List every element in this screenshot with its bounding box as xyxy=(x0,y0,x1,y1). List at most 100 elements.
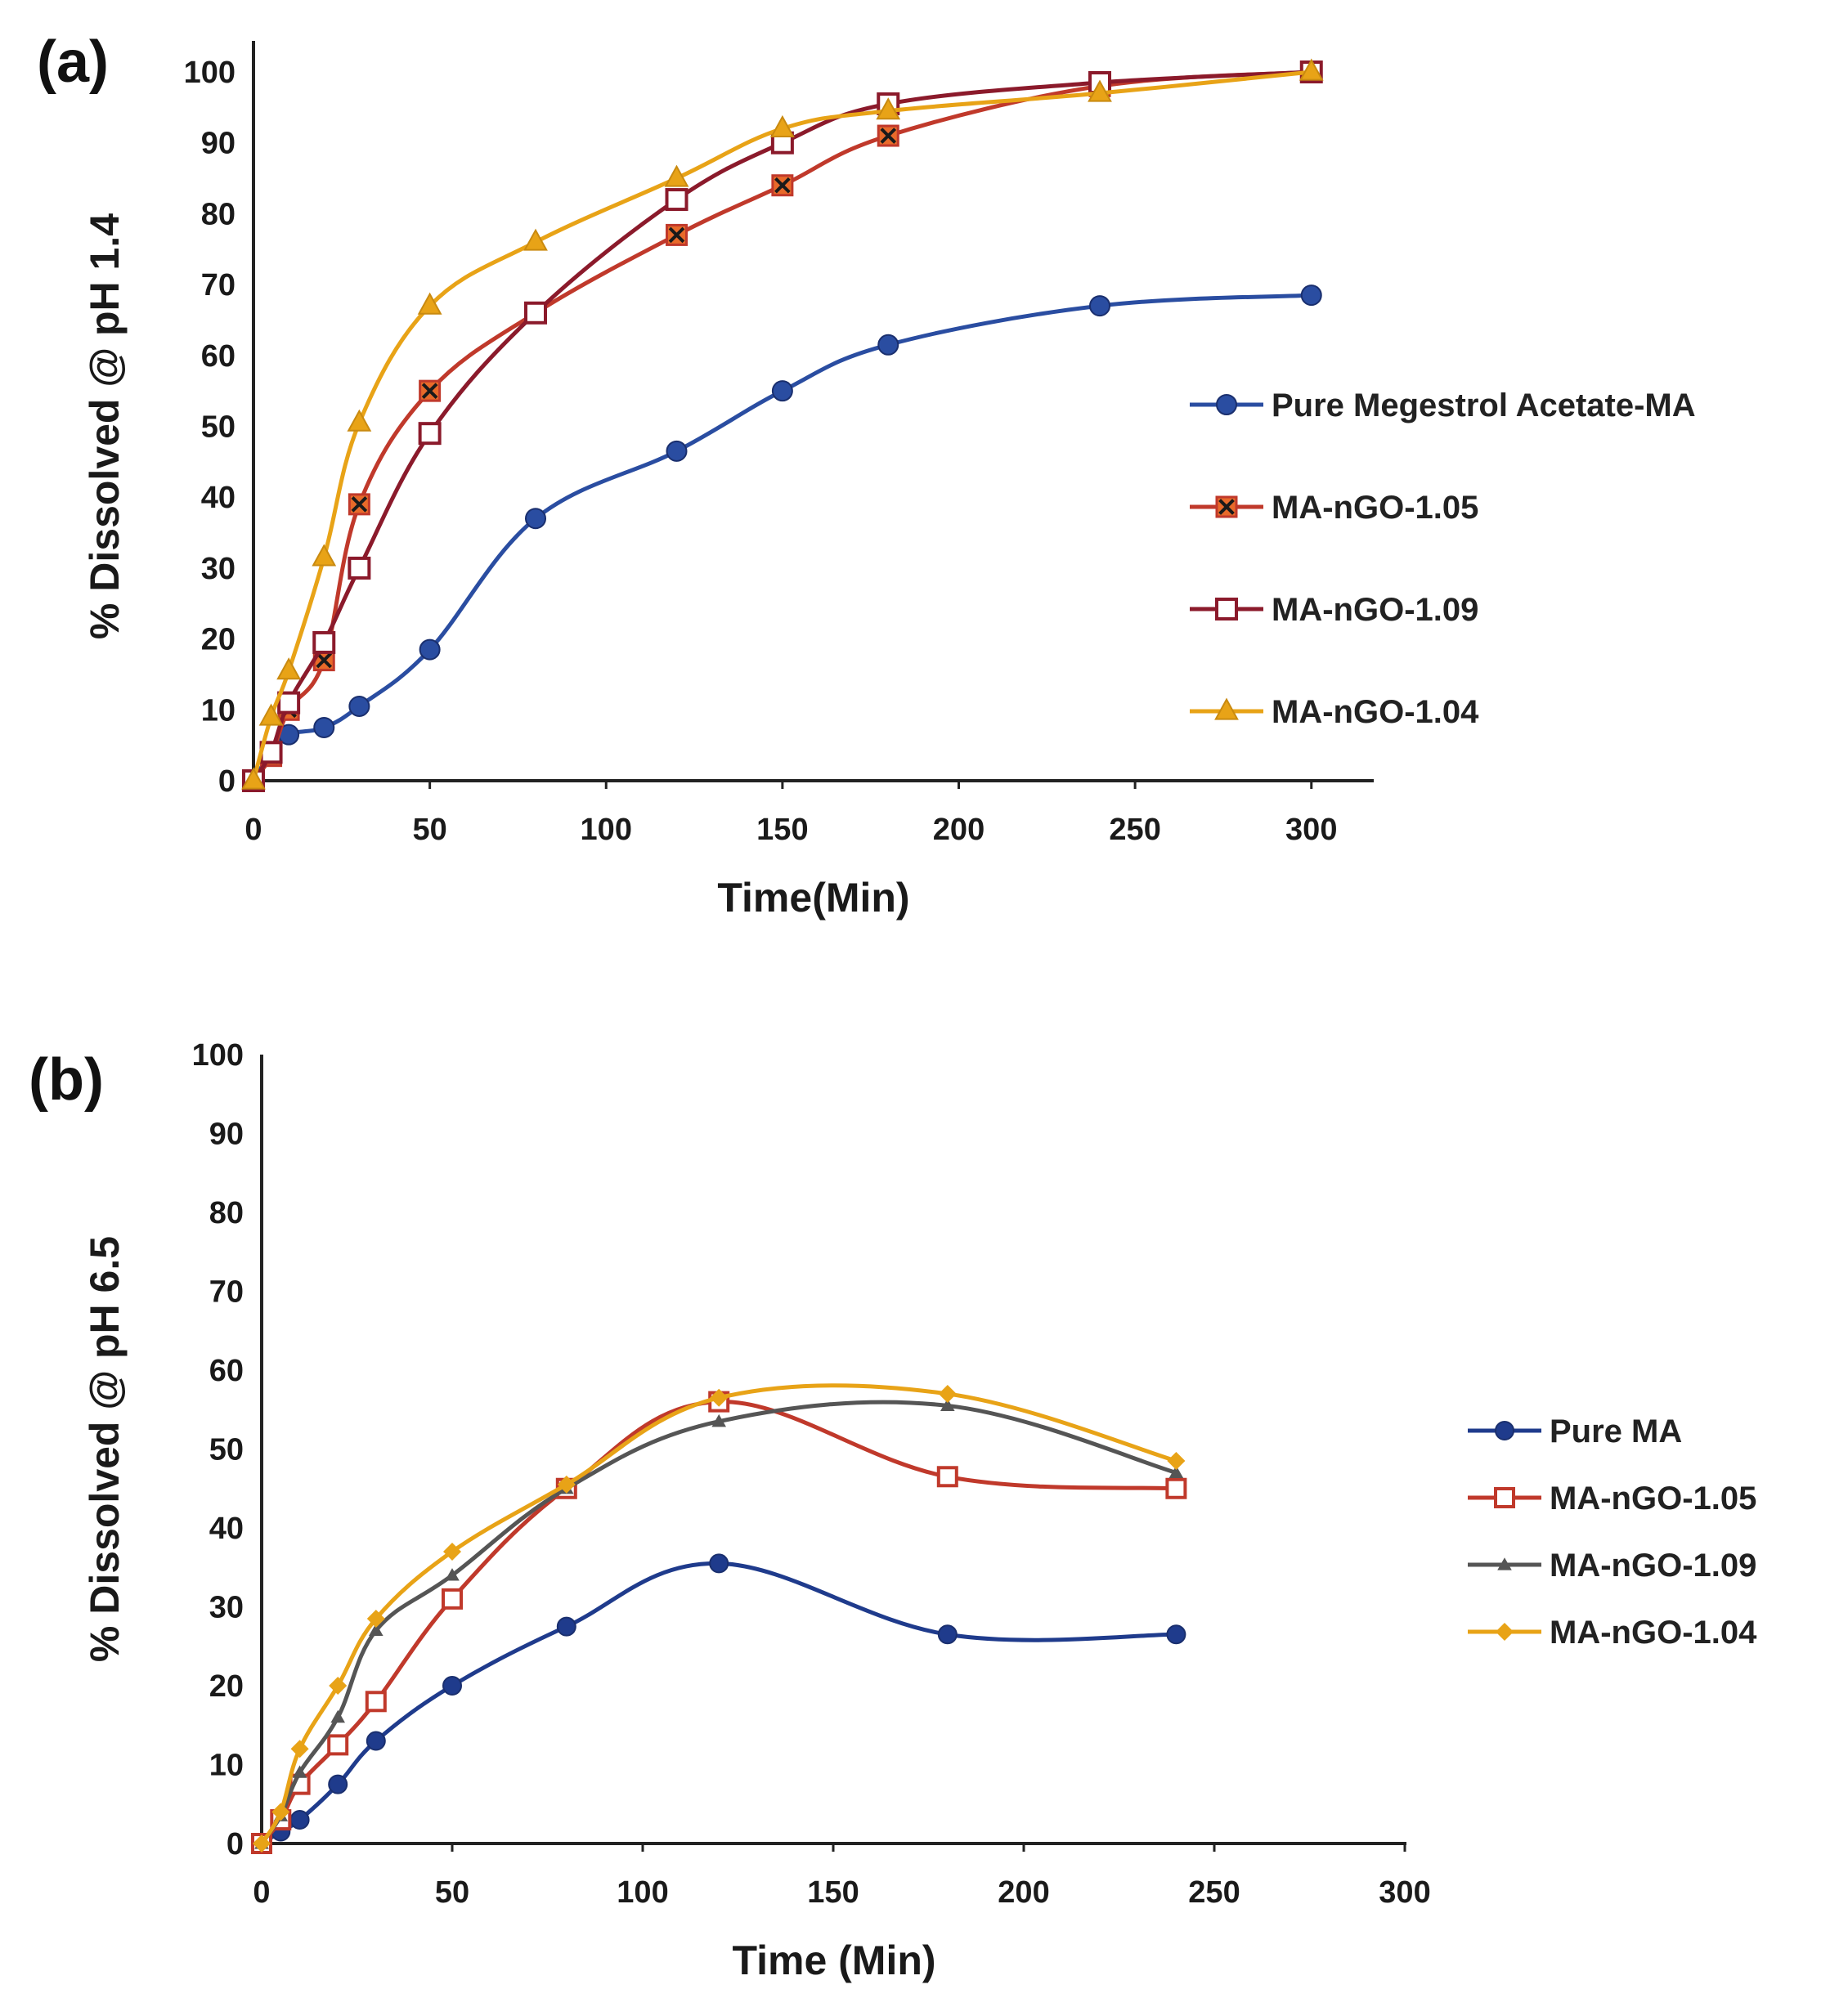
legend-label: MA-nGO-1.04 xyxy=(1272,694,1479,730)
legend-label: MA-nGO-1.09 xyxy=(1550,1548,1756,1584)
data-point xyxy=(665,188,689,212)
data-point xyxy=(312,544,337,567)
y-tick-label: 40 xyxy=(209,1512,244,1546)
data-point xyxy=(666,223,688,246)
panel-b: (b) 0 10 20 30 40 50 60 70 80 90 100 0 50 100 150 200 250… xyxy=(29,1038,1757,1983)
y-tick-label: 20 xyxy=(201,623,235,657)
x-tick-label: 50 xyxy=(412,813,446,847)
data-point xyxy=(666,440,688,462)
y-tick-label: 60 xyxy=(201,339,235,374)
legend-marker xyxy=(1497,1557,1512,1570)
data-point xyxy=(271,1803,290,1821)
x-tick-label: 250 xyxy=(1109,813,1160,847)
series-line xyxy=(260,1561,1177,1846)
y-tick-label: 40 xyxy=(201,481,235,515)
legend-label: MA-nGO-1.09 xyxy=(1272,592,1478,628)
data-point xyxy=(938,1384,957,1403)
data-point xyxy=(289,1810,310,1830)
x-tick-label: 300 xyxy=(1379,1875,1430,1910)
data-point xyxy=(348,695,370,717)
y-axis-title: % Dissolved @ pH 1.4 xyxy=(82,213,128,639)
x-tick-label: 200 xyxy=(998,1875,1049,1910)
data-point xyxy=(277,691,301,715)
y-tick-label: 50 xyxy=(201,410,235,445)
data-point xyxy=(443,1542,461,1561)
data-point-cross xyxy=(774,177,791,194)
data-point xyxy=(1300,284,1322,307)
data-point xyxy=(876,97,901,120)
x-axis-title: Time(Min) xyxy=(717,875,909,921)
data-point xyxy=(419,638,441,661)
y-tick-label: 70 xyxy=(201,268,235,302)
data-point xyxy=(769,114,795,137)
data-point xyxy=(442,1676,462,1696)
panel-label: (a) xyxy=(37,29,109,95)
legend-label: Pure MA xyxy=(1550,1413,1682,1449)
data-point xyxy=(292,1765,307,1778)
data-point xyxy=(418,422,442,446)
data-point xyxy=(1165,1477,1187,1499)
x-tick-label: 200 xyxy=(933,813,985,847)
data-point xyxy=(937,1624,958,1645)
panel-a: (a) 0 10 20 30 40 50 60 70 80 90 100 0 50 100 150 200 250… xyxy=(37,29,1696,921)
data-point-cross xyxy=(351,496,368,513)
data-point xyxy=(290,1740,309,1758)
data-point-cross xyxy=(316,652,333,669)
series-line xyxy=(251,69,1312,782)
data-point xyxy=(877,124,899,147)
data-point xyxy=(523,228,548,251)
data-point xyxy=(877,334,899,356)
data-point xyxy=(940,1398,955,1412)
data-point xyxy=(312,630,336,654)
series-line xyxy=(251,293,1312,782)
legend-marker xyxy=(1215,495,1238,518)
y-tick-label: 30 xyxy=(209,1591,244,1625)
legend-marker xyxy=(1496,1623,1514,1641)
data-point xyxy=(556,1616,576,1637)
y-tick-label: 100 xyxy=(192,1038,244,1073)
series-line xyxy=(251,69,1312,782)
legend-marker xyxy=(1214,697,1239,720)
data-point xyxy=(445,1568,460,1581)
data-point xyxy=(1166,1624,1186,1645)
y-tick-label: 0 xyxy=(218,764,235,799)
legend-marker xyxy=(1215,598,1238,620)
data-point xyxy=(348,556,371,580)
series-1: MA-nGO-1.05 xyxy=(251,1391,1756,1854)
y-tick-label: 80 xyxy=(209,1196,244,1230)
y-tick-label: 10 xyxy=(201,693,235,728)
data-point xyxy=(419,379,442,402)
data-point xyxy=(347,409,372,432)
data-point xyxy=(329,1677,348,1695)
x-tick-label: 100 xyxy=(617,1875,668,1910)
legend-marker-cross xyxy=(1218,499,1235,515)
y-tick-label: 50 xyxy=(209,1433,244,1467)
x-tick-label: 250 xyxy=(1188,1875,1240,1910)
series-line xyxy=(260,1400,1177,1845)
y-tick-label: 90 xyxy=(209,1118,244,1152)
y-tick-label: 100 xyxy=(184,56,235,90)
data-point xyxy=(365,1691,387,1713)
data-point xyxy=(327,1734,349,1756)
data-point xyxy=(366,1609,385,1628)
data-point-cross xyxy=(421,383,438,399)
x-tick-label: 300 xyxy=(1285,813,1337,847)
x-tick-label: 150 xyxy=(807,1875,859,1910)
data-point xyxy=(557,1475,576,1494)
legend-marker xyxy=(1495,1421,1514,1440)
y-tick-label: 20 xyxy=(209,1669,244,1704)
data-point xyxy=(525,508,546,530)
y-tick-label: 80 xyxy=(201,197,235,231)
series-2: MA-nGO-1.09 xyxy=(242,60,1478,792)
x-tick-label: 150 xyxy=(756,813,808,847)
data-point xyxy=(241,767,266,790)
data-point xyxy=(709,1553,729,1574)
panel-label: (b) xyxy=(29,1047,104,1113)
data-point xyxy=(936,1466,958,1488)
data-point xyxy=(524,301,547,325)
data-point xyxy=(330,1709,345,1723)
data-point xyxy=(1168,1465,1184,1479)
data-point xyxy=(1089,295,1110,317)
x-axis-title: Time (Min) xyxy=(732,1938,935,1983)
